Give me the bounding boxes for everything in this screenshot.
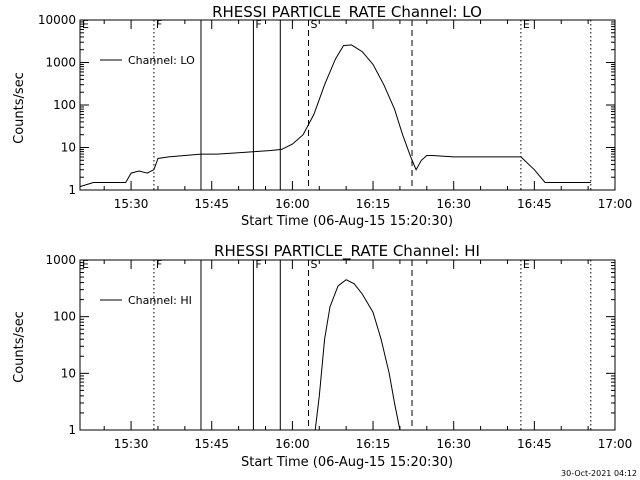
lo-chart-title: RHESSI PARTICLE_RATE Channel: LO xyxy=(212,3,482,22)
x-tick-label: 16:45 xyxy=(517,437,552,451)
lo-channel-panel: RHESSI PARTICLE_RATE Channel: LO Counts/… xyxy=(12,3,632,229)
hi-x-axis-label: Start Time (06-Aug-15 15:20:30) xyxy=(241,455,453,470)
y-tick-label: 10 xyxy=(61,141,76,155)
event-marker-label: E xyxy=(82,18,89,31)
y-tick-label: 100 xyxy=(53,310,76,324)
x-tick-label: 16:30 xyxy=(436,437,471,451)
hi-channel-panel: RHESSI PARTICLE_RATE Channel: HI Counts/… xyxy=(12,242,632,470)
x-tick-label: 16:45 xyxy=(517,197,552,211)
y-tick-label: 1 xyxy=(68,183,76,197)
event-marker-label: F xyxy=(156,258,162,271)
hi-chart-title: RHESSI PARTICLE_RATE Channel: HI xyxy=(214,242,480,261)
x-tick-label: 15:30 xyxy=(114,437,149,451)
event-marker-label: S xyxy=(311,258,318,271)
x-tick-label: 15:30 xyxy=(114,197,149,211)
data-series-line xyxy=(314,279,401,431)
lo-x-axis-label: Start Time (06-Aug-15 15:20:30) xyxy=(241,214,453,229)
y-tick-label: 100 xyxy=(53,98,76,112)
event-marker-label: F xyxy=(255,258,261,271)
event-marker-label: E xyxy=(523,258,530,271)
x-tick-label: 16:15 xyxy=(356,437,391,451)
legend-label: Channel: LO xyxy=(128,54,195,67)
event-marker-label: S xyxy=(311,18,318,31)
y-tick-label: 10 xyxy=(61,366,76,380)
footer-timestamp: 30-Oct-2021 04:12 xyxy=(561,469,637,478)
x-tick-label: 16:00 xyxy=(275,437,310,451)
x-tick-label: 17:00 xyxy=(598,437,633,451)
x-tick-label: 17:00 xyxy=(598,197,633,211)
x-tick-label: 16:30 xyxy=(436,197,471,211)
x-tick-label: 15:45 xyxy=(194,197,229,211)
x-tick-label: 16:15 xyxy=(356,197,391,211)
legend-label: Channel: HI xyxy=(128,294,192,307)
y-tick-label: 1 xyxy=(68,423,76,437)
event-marker-label: F xyxy=(156,18,162,31)
plot-frame xyxy=(79,259,616,431)
y-tick-label: 1000 xyxy=(45,253,76,267)
lo-y-axis-label: Counts/sec xyxy=(12,72,27,144)
event-marker-label: E xyxy=(82,258,89,271)
event-marker-label: F xyxy=(255,18,261,31)
x-tick-label: 16:00 xyxy=(275,197,310,211)
data-series-line xyxy=(79,44,591,188)
x-tick-label: 15:45 xyxy=(194,437,229,451)
y-tick-label: 10000 xyxy=(38,13,76,27)
y-tick-label: 1000 xyxy=(45,56,76,70)
event-marker-label: E xyxy=(523,18,530,31)
hi-y-axis-label: Counts/sec xyxy=(12,311,27,383)
